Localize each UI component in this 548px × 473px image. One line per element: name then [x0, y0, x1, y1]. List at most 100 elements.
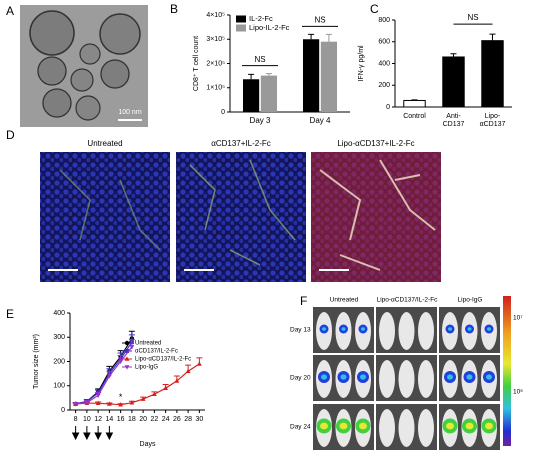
legend-swatch — [236, 24, 246, 32]
marker — [129, 400, 135, 405]
marker — [151, 391, 157, 397]
image-title: αCD137+IL-2-Fc — [211, 139, 271, 148]
series-line — [75, 338, 133, 405]
x-tick-label: 30 — [195, 416, 203, 423]
row-label: Day 20 — [290, 375, 311, 382]
annotation: NS — [254, 55, 265, 64]
x-axis-label: Days — [140, 441, 156, 448]
image-title: Untreated — [87, 139, 122, 148]
signal — [467, 327, 472, 331]
marker — [106, 401, 112, 406]
signal — [485, 422, 493, 430]
signal — [448, 327, 452, 331]
bar — [320, 41, 338, 112]
marker — [174, 378, 180, 383]
y-tick-label: 200 — [378, 82, 390, 89]
row-label: Day 24 — [290, 424, 311, 431]
panel-label: C — [370, 2, 379, 16]
marker — [140, 396, 146, 401]
signal — [340, 374, 347, 380]
y-tick-label: 3×10⁵ — [206, 36, 225, 43]
series-line — [75, 346, 133, 405]
marker — [84, 400, 90, 406]
signal — [487, 327, 491, 331]
y-axis-label: CD8⁺ T cell count — [193, 36, 200, 91]
y-tick-label: 400 — [53, 310, 65, 317]
marker — [124, 365, 130, 370]
marker — [95, 400, 101, 406]
y-tick-label: 0 — [221, 109, 225, 116]
colorbar-label: 10⁷ — [513, 315, 523, 322]
signal — [361, 327, 365, 331]
legend-label: Lipo-IgG — [135, 365, 158, 371]
legend-label: Untreated — [135, 341, 161, 347]
signal — [360, 374, 366, 380]
bar — [481, 40, 504, 108]
mouse — [398, 312, 415, 350]
x-tick-label: 26 — [173, 416, 181, 423]
colorbar-label: 10⁶ — [513, 389, 523, 396]
x-tick-label: 24 — [162, 416, 170, 423]
marker — [118, 402, 124, 407]
x-tick-label: 14 — [105, 416, 113, 423]
series-line — [75, 363, 200, 406]
bar — [242, 79, 260, 112]
treatment-arrow — [105, 426, 114, 441]
error-bar — [308, 33, 315, 40]
row-label: Day 13 — [290, 327, 311, 334]
legend-label: IL-2-Fc — [249, 14, 273, 23]
mouse — [379, 409, 395, 447]
panel-label: B — [170, 2, 178, 16]
signal — [341, 327, 346, 331]
x-tick-label: αCD137 — [480, 121, 506, 128]
y-tick-label: 800 — [378, 17, 390, 24]
micrograph: 100 nm — [20, 5, 148, 127]
legend-label: Lipo-αCD137/IL-2-Fc — [135, 357, 191, 363]
error-bar — [411, 99, 418, 101]
marker — [185, 368, 191, 373]
legend-swatch — [236, 15, 246, 23]
bar — [302, 39, 320, 112]
x-tick-label: Anti- — [446, 113, 461, 120]
mouse — [418, 312, 434, 350]
mouse — [398, 360, 415, 398]
y-tick-label: 4×10⁵ — [206, 12, 225, 19]
fluorescence-images — [40, 152, 441, 282]
x-tick-label: 20 — [139, 416, 147, 423]
treatment-arrow — [83, 426, 91, 441]
signal — [465, 422, 474, 430]
signal — [320, 422, 328, 430]
legend-label: Lipo-IL-2-Fc — [249, 23, 290, 32]
marker — [106, 374, 112, 379]
signal — [339, 422, 348, 430]
bioluminescence-images — [313, 307, 500, 450]
annotation: NS — [314, 16, 325, 25]
panel-label: D — [6, 128, 15, 142]
treatment-arrow — [71, 426, 80, 441]
y-axis-label: Tumor size (mm³) — [33, 334, 40, 389]
marker — [124, 340, 130, 346]
marker — [95, 393, 101, 399]
y-tick-label: 2×10⁵ — [206, 60, 225, 67]
error-bar — [248, 73, 255, 80]
mouse — [398, 409, 415, 447]
y-axis-label: IFN-γ pg/ml — [358, 45, 365, 82]
x-tick-label: 22 — [150, 416, 158, 423]
column-title: Lipo-αCD137/IL-2-Fc — [377, 297, 439, 304]
y-tick-label: 0 — [61, 407, 65, 414]
error-bar — [489, 33, 496, 41]
marker — [118, 359, 124, 365]
signal — [446, 422, 454, 430]
y-tick-label: 100 — [53, 383, 65, 390]
marker — [73, 402, 79, 407]
signal — [486, 374, 492, 380]
signal — [466, 374, 473, 380]
mouse — [379, 360, 395, 398]
image-title: Lipo-αCD137+IL-2-Fc — [337, 139, 414, 148]
annotation: * — [119, 392, 123, 402]
x-tick-label: CD137 — [443, 121, 465, 128]
signal — [447, 374, 453, 380]
error-bar — [325, 33, 332, 42]
marker — [196, 361, 202, 366]
y-tick-label: 600 — [378, 39, 390, 46]
